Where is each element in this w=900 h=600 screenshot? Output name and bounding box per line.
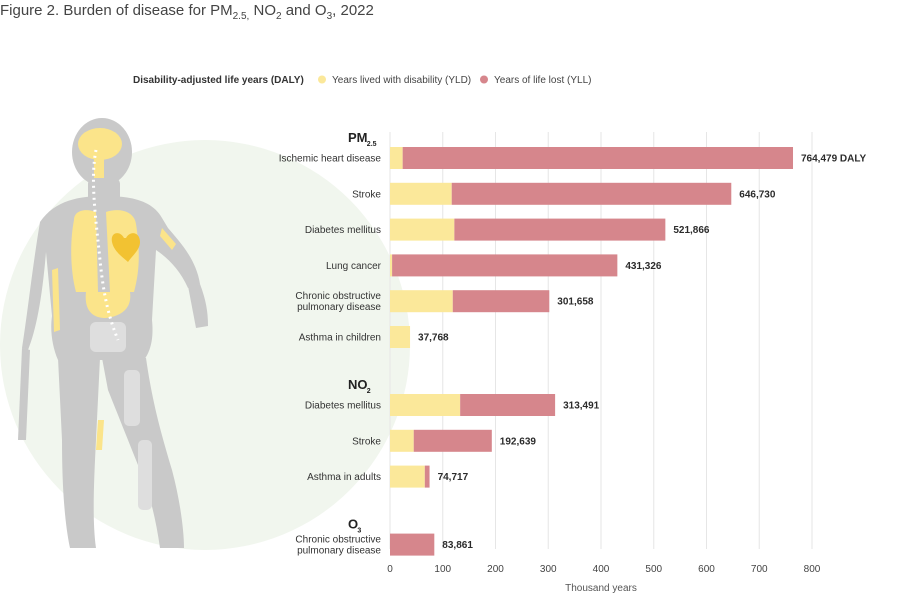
category-label-0-3: Lung cancer xyxy=(326,261,382,272)
group-label-0: PM xyxy=(348,130,368,145)
bar-yll-1-1 xyxy=(413,429,492,452)
bar-yld-0-2 xyxy=(390,218,455,241)
bar-yll-0-1 xyxy=(451,182,732,205)
bar-yll-0-3 xyxy=(392,254,618,277)
category-labels: PM 2.5 764,479 DALY Ischemic heart disease 6… xyxy=(279,130,867,557)
legend-label-yll: Years of life lost (YLL) xyxy=(494,75,591,86)
chart-legend: Disability-adjusted life years (DALY) Yea… xyxy=(133,75,591,86)
bar-yll-0-4 xyxy=(452,290,550,313)
x-tick-label-1: 100 xyxy=(434,564,451,575)
x-tick-label-2: 200 xyxy=(487,564,504,575)
category-label-0-2: Diabetes mellitus xyxy=(305,225,381,236)
x-axis-title: Thousand years xyxy=(565,583,637,594)
value-label-0-2: 521,866 xyxy=(673,225,710,236)
legend-title: Disability-adjusted life years (DALY) xyxy=(133,75,304,86)
bar-yll-1-0 xyxy=(460,394,556,416)
x-tick-label-3: 300 xyxy=(540,564,557,575)
bar-yld-0-5 xyxy=(390,326,411,348)
group-label-1: NO xyxy=(348,377,368,392)
figure-title: Figure 2. Burden of disease for PM2.5, N… xyxy=(0,2,374,22)
bar-yll-1-2 xyxy=(424,465,430,488)
organs xyxy=(52,128,176,450)
bar-yld-1-1 xyxy=(390,429,414,452)
group-label-sub-2: 3 xyxy=(357,528,361,535)
category-label-0-5: Asthma in children xyxy=(299,333,381,344)
group-label-sub-0: 2.5 xyxy=(367,141,377,148)
category-label-0-4-line1: pulmonary disease xyxy=(297,302,381,313)
group-label-sub-1: 2 xyxy=(367,388,371,395)
group-label-2: O xyxy=(348,517,358,532)
bar-yld-0-4 xyxy=(390,290,453,313)
value-label-1-2: 74,717 xyxy=(438,472,469,483)
legend-label-yld: Years lived with disability (YLD) xyxy=(332,75,471,86)
category-label-1-0: Diabetes mellitus xyxy=(305,401,381,412)
bar-yld-1-2 xyxy=(390,465,425,488)
legend-swatch-yll xyxy=(480,75,488,84)
bar-yld-0-3 xyxy=(390,254,393,277)
bar-yll-0-2 xyxy=(454,218,666,241)
value-label-0-5: 37,768 xyxy=(418,333,449,344)
value-label-0-4: 301,658 xyxy=(557,297,594,308)
x-tick-label-7: 700 xyxy=(751,564,768,575)
legend-swatch-yld xyxy=(318,75,326,84)
bar-yld-0-1 xyxy=(390,182,452,205)
x-tick-label-6: 600 xyxy=(698,564,715,575)
category-label-1-1: Stroke xyxy=(352,436,381,447)
value-label-1-0: 313,491 xyxy=(563,401,600,412)
category-label-0-4-line0: Chronic obstructive xyxy=(295,291,381,302)
x-tick-label-0: 0 xyxy=(387,564,393,575)
category-label-0-1: Stroke xyxy=(352,189,381,200)
x-tick-label-8: 800 xyxy=(804,564,821,575)
x-tick-label-5: 500 xyxy=(645,564,662,575)
bones xyxy=(90,322,152,510)
bar-yld-1-0 xyxy=(390,394,461,416)
value-label-1-1: 192,639 xyxy=(500,436,537,447)
category-label-1-2: Asthma in adults xyxy=(307,472,381,483)
category-label-2-0-line0: Chronic obstructive xyxy=(295,535,381,546)
bar-yll-0-0 xyxy=(402,147,794,169)
value-label-2-0: 83,861 xyxy=(442,540,473,551)
category-label-0-0: Ischemic heart disease xyxy=(279,154,382,165)
category-label-2-0-line1: pulmonary disease xyxy=(297,546,381,557)
heart-icon xyxy=(111,233,140,262)
x-axis: 0 100 200 300 400 500 600 700 800 Thousand years xyxy=(387,564,821,594)
value-label-0-1: 646,730 xyxy=(739,189,776,200)
bar-yll-2-0 xyxy=(390,533,435,556)
x-tick-label-4: 400 xyxy=(593,564,610,575)
value-label-0-3: 431,326 xyxy=(625,261,662,272)
bar-yld-0-0 xyxy=(390,147,403,169)
bars xyxy=(390,147,794,556)
value-label-0-0: 764,479 DALY xyxy=(801,154,867,165)
